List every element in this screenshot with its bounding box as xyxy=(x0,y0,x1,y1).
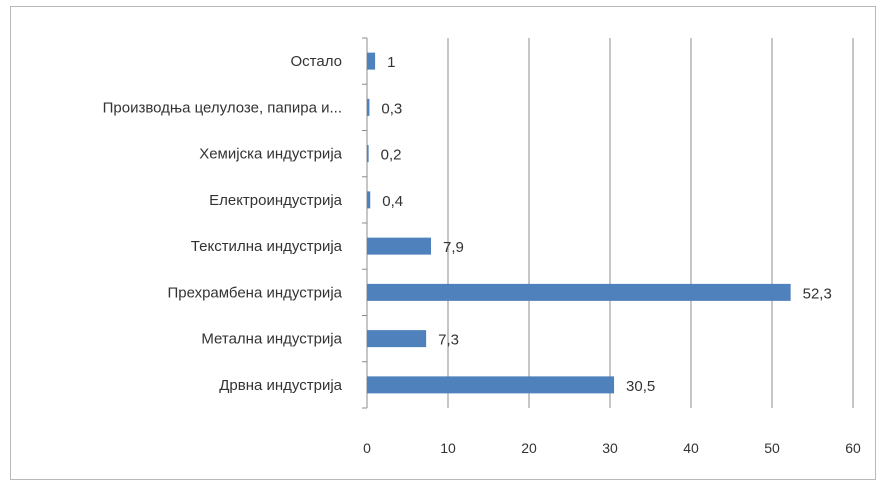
bar xyxy=(367,283,791,301)
x-tick-label: 20 xyxy=(521,440,537,456)
x-tick-label: 10 xyxy=(440,440,456,456)
bar xyxy=(367,98,370,116)
data-label: 52,3 xyxy=(803,285,832,302)
bars xyxy=(367,52,791,394)
x-tick-label: 40 xyxy=(683,440,699,456)
labels: 0 10 20 30 40 50 60 Остало 1 Производња целулозе,… xyxy=(103,53,861,456)
category-label: Производња целулозе, папира и... xyxy=(103,99,342,116)
bar xyxy=(367,145,369,163)
x-tick-label: 0 xyxy=(363,440,371,456)
category-label: Хемијска индустрија xyxy=(199,146,342,163)
data-label: 30,5 xyxy=(626,378,655,395)
category-label: Текстилна индустрија xyxy=(191,238,343,255)
bar xyxy=(367,52,376,70)
chart-frame xyxy=(10,6,876,480)
category-label: Остало xyxy=(291,53,342,70)
bar xyxy=(367,330,427,348)
data-label: 0,4 xyxy=(382,193,403,210)
data-label: 1 xyxy=(387,54,395,71)
x-tick-label: 30 xyxy=(602,440,618,456)
grid-lines xyxy=(362,37,854,409)
bar xyxy=(367,191,371,209)
category-label: Дрвна индустрија xyxy=(219,377,342,394)
category-label: Метална индустрија xyxy=(201,331,342,348)
data-label: 7,3 xyxy=(438,332,459,349)
bar xyxy=(367,237,431,255)
data-label: 0,3 xyxy=(381,100,402,117)
x-tick-label: 60 xyxy=(845,440,861,456)
x-tick-label: 50 xyxy=(764,440,780,456)
data-label: 7,9 xyxy=(443,239,464,256)
bar xyxy=(367,376,615,394)
data-label: 0,2 xyxy=(381,147,402,164)
category-label: Прехрамбена индустрија xyxy=(167,284,342,301)
category-label: Електроиндустрија xyxy=(209,192,343,209)
